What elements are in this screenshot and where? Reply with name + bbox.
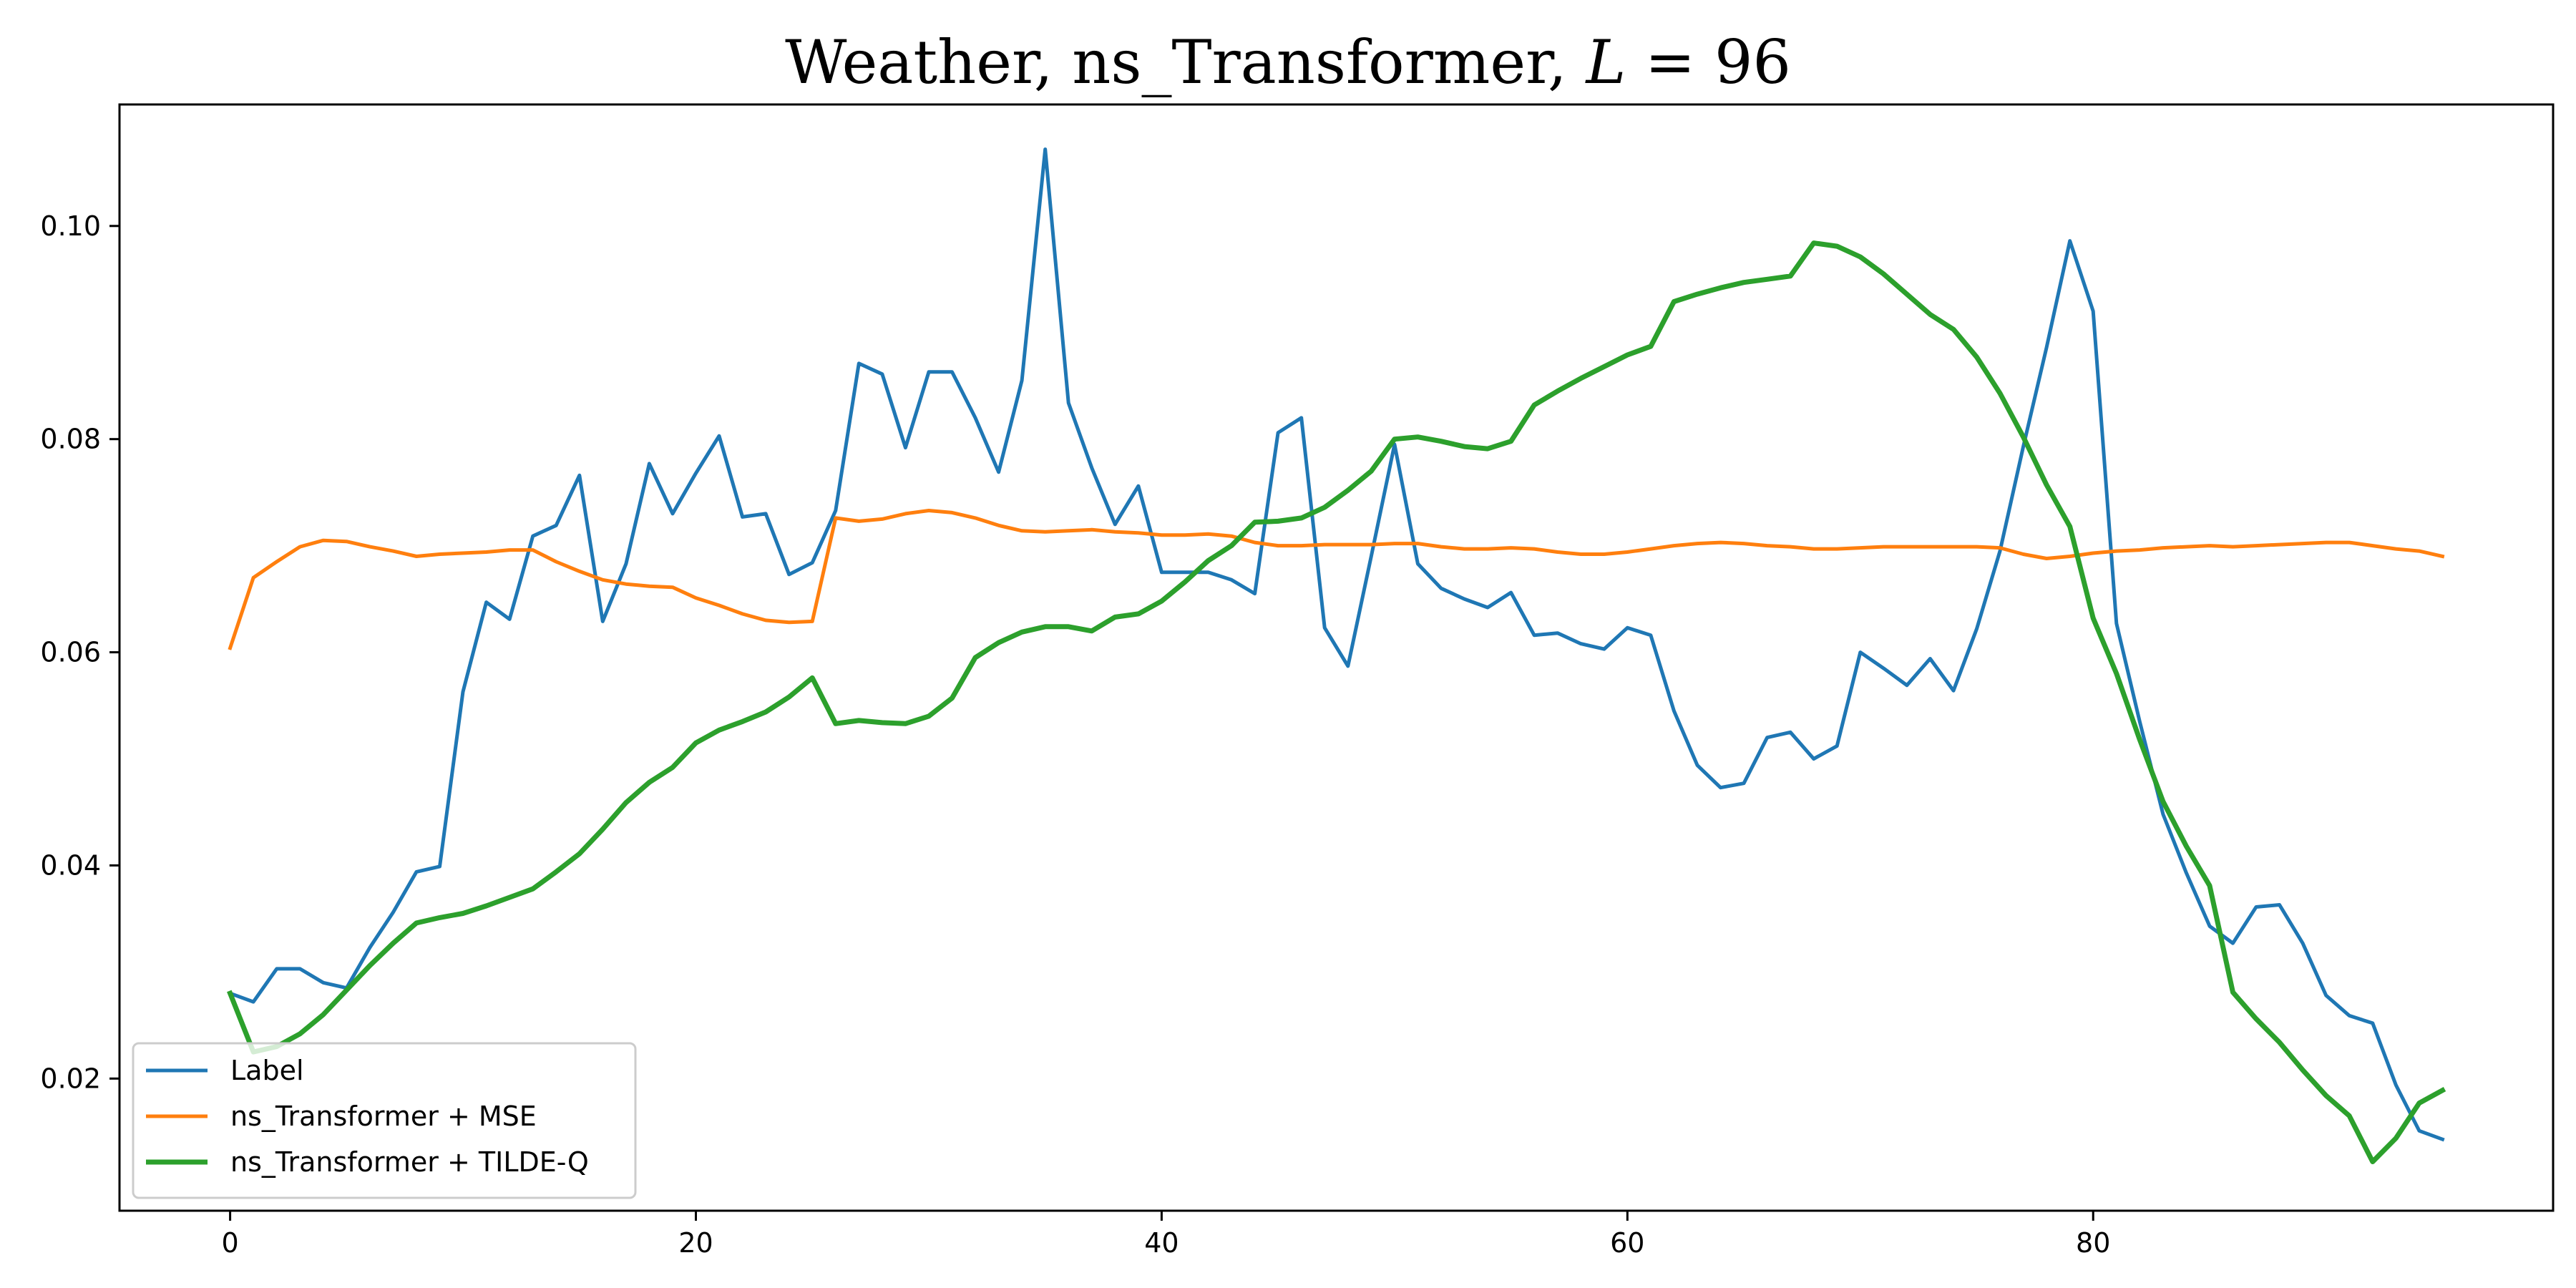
x-tick-label: 0 bbox=[221, 1227, 238, 1259]
legend-box bbox=[132, 1042, 637, 1199]
y-tick-label: 0.06 bbox=[40, 637, 101, 668]
y-tick-label: 0.02 bbox=[40, 1063, 101, 1094]
legend-label-1: Label bbox=[230, 1055, 304, 1086]
series-layer bbox=[227, 147, 2446, 1164]
x-tick-label: 80 bbox=[2076, 1227, 2110, 1259]
y-tick-label: 0.10 bbox=[40, 210, 101, 242]
x-tick-label: 60 bbox=[1610, 1227, 1644, 1259]
chart-title: Weather, ns_Transformer, L = 96 bbox=[0, 27, 2576, 97]
chart-title-suffix: = 96 bbox=[1626, 27, 1791, 97]
series-line-1 bbox=[228, 147, 2445, 1142]
chart-title-prefix: Weather, ns_Transformer, bbox=[785, 27, 1586, 97]
legend-label-2: ns_Transformer + MSE bbox=[230, 1101, 537, 1132]
y-tick-label: 0.04 bbox=[40, 849, 101, 881]
legend: Label ns_Transformer + MSE ns_Transformer … bbox=[132, 1042, 637, 1199]
series-line-3 bbox=[227, 240, 2446, 1164]
series-line-2 bbox=[228, 509, 2445, 650]
axis-layer: 0 20 40 60 80 0.02 0.04 0.06 0.08 0.10 bbox=[40, 103, 2555, 1259]
x-tick-label: 20 bbox=[678, 1227, 713, 1259]
x-tick-label: 40 bbox=[1144, 1227, 1179, 1259]
y-tick-label: 0.08 bbox=[40, 424, 101, 455]
plot-frame bbox=[118, 103, 2555, 1212]
chart-title-var: L bbox=[1586, 27, 1626, 97]
legend-label-3: ns_Transformer + TILDE-Q bbox=[230, 1146, 589, 1178]
